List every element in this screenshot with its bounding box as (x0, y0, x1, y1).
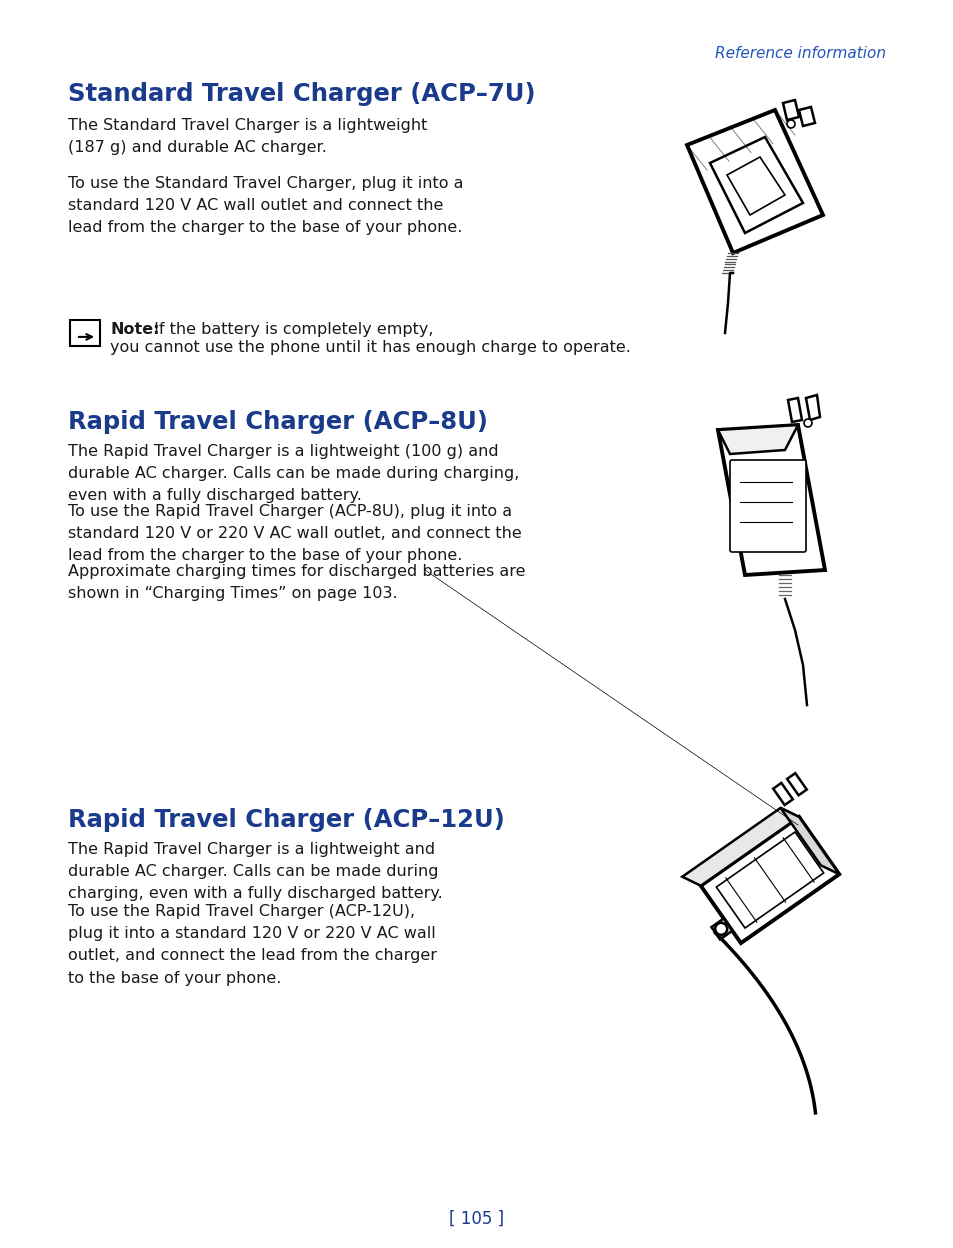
Circle shape (803, 419, 811, 427)
Polygon shape (786, 774, 806, 795)
Polygon shape (799, 107, 814, 126)
Polygon shape (716, 832, 822, 929)
Polygon shape (718, 426, 824, 575)
Polygon shape (805, 396, 820, 421)
Text: To use the Standard Travel Charger, plug it into a
standard 120 V AC wall outlet: To use the Standard Travel Charger, plug… (68, 176, 463, 236)
Text: If the battery is completely empty,: If the battery is completely empty, (149, 322, 433, 337)
Text: To use the Rapid Travel Charger (ACP-8U), plug it into a
standard 120 V or 220 V: To use the Rapid Travel Charger (ACP-8U)… (68, 504, 521, 563)
Polygon shape (780, 807, 839, 875)
Text: Rapid Travel Charger (ACP–8U): Rapid Travel Charger (ACP–8U) (68, 411, 488, 434)
Polygon shape (726, 157, 784, 215)
Circle shape (715, 922, 726, 935)
Polygon shape (686, 110, 822, 253)
Polygon shape (711, 919, 732, 940)
Text: you cannot use the phone until it has enough charge to operate.: you cannot use the phone until it has en… (110, 339, 630, 354)
Text: Rapid Travel Charger (ACP–12U): Rapid Travel Charger (ACP–12U) (68, 807, 504, 832)
FancyBboxPatch shape (729, 461, 805, 552)
Bar (70, 319, 100, 346)
Polygon shape (709, 137, 802, 233)
Polygon shape (787, 398, 801, 422)
Polygon shape (700, 817, 839, 943)
Polygon shape (718, 426, 797, 454)
Polygon shape (772, 782, 792, 805)
Text: Approximate charging times for discharged batteries are
shown in “Charging Times: Approximate charging times for discharge… (68, 564, 525, 602)
Text: The Rapid Travel Charger is a lightweight and
durable AC charger. Calls can be m: The Rapid Travel Charger is a lightweigh… (68, 842, 442, 901)
Text: Reference information: Reference information (714, 46, 885, 61)
Polygon shape (782, 100, 799, 120)
Circle shape (786, 120, 794, 129)
Text: The Rapid Travel Charger is a lightweight (100 g) and
durable AC charger. Calls : The Rapid Travel Charger is a lightweigh… (68, 444, 518, 503)
Text: Standard Travel Charger (ACP–7U): Standard Travel Charger (ACP–7U) (68, 82, 535, 106)
Text: [ 105 ]: [ 105 ] (449, 1211, 504, 1228)
Text: To use the Rapid Travel Charger (ACP-12U),
plug it into a standard 120 V or 220 : To use the Rapid Travel Charger (ACP-12U… (68, 904, 436, 986)
Text: Note:: Note: (110, 322, 159, 337)
Polygon shape (681, 807, 799, 886)
Text: The Standard Travel Charger is a lightweight
(187 g) and durable AC charger.: The Standard Travel Charger is a lightwe… (68, 119, 427, 155)
